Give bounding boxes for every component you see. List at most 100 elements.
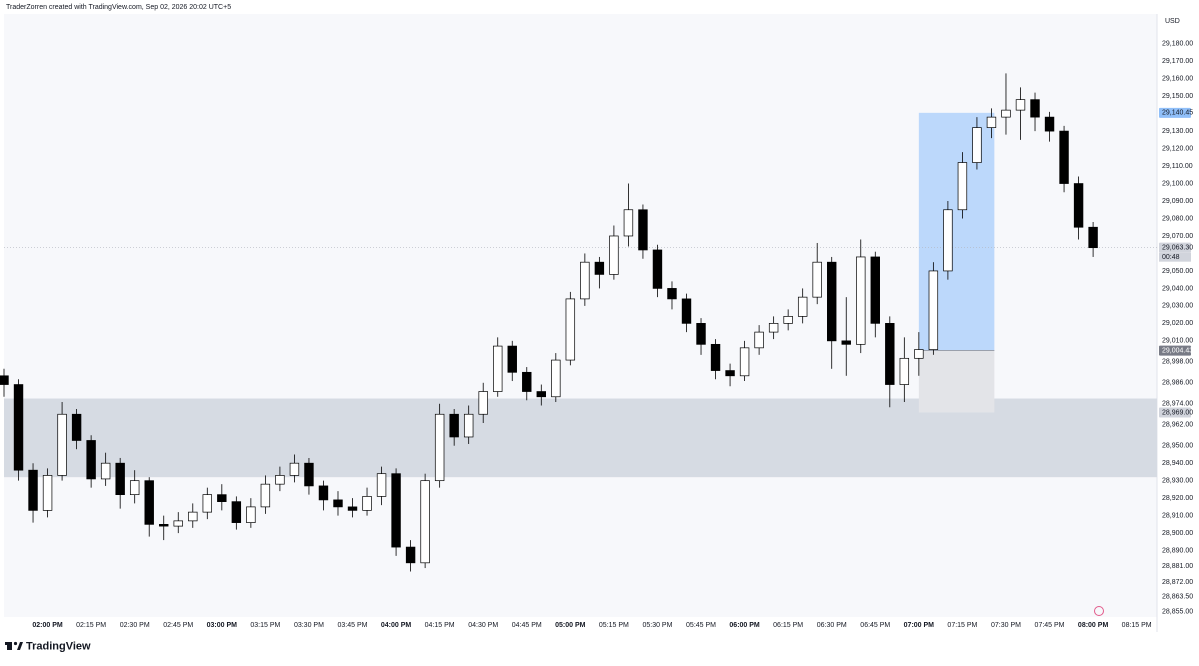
candle-body <box>449 413 459 438</box>
candle-body <box>362 496 372 511</box>
x-tick-label: 04:45 PM <box>512 622 542 629</box>
candle-body <box>57 413 67 476</box>
candle-body <box>551 359 561 398</box>
candle-body <box>696 323 706 345</box>
candle-body <box>580 261 590 300</box>
y-tick-label: 28,881.00 <box>1162 563 1193 570</box>
candle-body <box>493 345 503 392</box>
y-tick-label: 29,070.00 <box>1162 233 1193 240</box>
candle-body <box>275 475 285 485</box>
candle-body <box>100 462 111 480</box>
x-tick-label: 05:00 PM <box>555 622 586 629</box>
x-tick-label: 07:45 PM <box>1035 622 1065 629</box>
candle-body <box>376 473 387 497</box>
y-tick-label: 29,100.00 <box>1162 180 1193 187</box>
candle-body <box>144 480 154 525</box>
y-tick-label: 28,950.00 <box>1162 443 1193 450</box>
candle-body <box>86 440 96 480</box>
candle-body <box>478 391 488 415</box>
stop-area <box>918 350 995 413</box>
candle-body <box>638 209 648 251</box>
logo <box>5 641 23 650</box>
x-tick-label: 02:45 PM <box>163 622 193 629</box>
y-tick-label: 29,090.00 <box>1162 198 1193 205</box>
candle-body <box>1088 226 1098 249</box>
candle-body <box>565 298 576 361</box>
y-tick-label: 29,170.00 <box>1162 58 1193 65</box>
y-tick-label: 29,110.00 <box>1162 163 1193 170</box>
candle-body <box>856 256 866 345</box>
candle-body <box>217 494 227 502</box>
candle-body <box>827 261 837 342</box>
candle-body <box>304 462 314 487</box>
y-tick-label: 28,940.00 <box>1162 460 1193 467</box>
candle-body <box>725 370 735 377</box>
candle-body <box>972 127 982 163</box>
stop-label: 28,969.00 <box>1162 409 1193 416</box>
y-tick-label: 28,998.00 <box>1162 359 1193 366</box>
candle-body <box>129 480 140 496</box>
candle-body <box>507 345 517 373</box>
candle-body <box>914 349 924 359</box>
y-tick-label: 29,160.00 <box>1162 76 1193 83</box>
candle-body <box>463 413 474 438</box>
candle-body <box>1044 116 1055 132</box>
x-tick-label: 02:15 PM <box>76 622 106 629</box>
candle-body <box>797 296 808 317</box>
x-tick-label: 02:00 PM <box>32 622 63 629</box>
x-tick-label: 03:45 PM <box>338 622 368 629</box>
candle-body <box>318 485 329 501</box>
candle-body <box>928 270 939 350</box>
event-icon[interactable] <box>1094 606 1104 616</box>
y-tick-label: 28,890.00 <box>1162 547 1193 554</box>
y-tick-label: 29,020.00 <box>1162 320 1193 327</box>
x-tick-label: 04:15 PM <box>425 622 455 629</box>
brand-label: TradingView <box>26 640 91 652</box>
x-tick-label: 08:00 PM <box>1078 622 1109 629</box>
candle-body <box>347 506 358 511</box>
candle-body <box>536 391 546 398</box>
candle-body <box>405 546 416 564</box>
y-tick-label: 28,863.50 <box>1162 594 1193 601</box>
x-tick-label: 05:15 PM <box>599 622 629 629</box>
candle-body <box>1001 109 1011 118</box>
y-tick-label: 28,930.00 <box>1162 478 1193 485</box>
y-tick-label: 29,040.00 <box>1162 285 1193 292</box>
logo-icon <box>7 642 12 650</box>
candle-body <box>754 331 764 349</box>
y-tick-label: 28,974.00 <box>1162 401 1193 408</box>
candle-body <box>899 357 910 385</box>
candle-body <box>231 501 242 523</box>
candle-body <box>885 323 895 385</box>
candle-body <box>260 483 271 508</box>
candle-body <box>768 323 779 333</box>
candle-body <box>1015 99 1026 111</box>
x-tick-label: 04:00 PM <box>381 622 412 629</box>
x-tick-label: 06:30 PM <box>817 622 847 629</box>
x-tick-label: 05:45 PM <box>686 622 716 629</box>
logo-icon <box>13 641 18 646</box>
target-label-bg <box>1159 107 1191 118</box>
x-tick-label: 06:15 PM <box>773 622 803 629</box>
candle-body <box>681 298 692 324</box>
last-price-label: 29,063.30 <box>1162 245 1193 252</box>
candle-body <box>202 494 213 513</box>
candle-body <box>289 462 300 476</box>
candle-body <box>28 469 38 511</box>
candle-body <box>783 316 793 324</box>
candle-body <box>841 340 851 345</box>
x-tick-label: 03:30 PM <box>294 622 324 629</box>
candle-body <box>957 162 968 211</box>
x-tick-label: 06:00 PM <box>729 622 760 629</box>
target-label: 29,140.45 <box>1162 110 1193 117</box>
y-tick-label: 29,010.00 <box>1162 338 1193 345</box>
candle-body <box>420 480 430 564</box>
y-tick-label: 28,855.00 <box>1162 609 1193 616</box>
candle-body <box>943 209 953 272</box>
x-tick-label: 07:15 PM <box>947 622 977 629</box>
candle-body <box>710 343 721 371</box>
header-text: TraderZorren created with TradingView.co… <box>6 4 231 11</box>
y-tick-label: 29,150.00 <box>1162 93 1193 100</box>
